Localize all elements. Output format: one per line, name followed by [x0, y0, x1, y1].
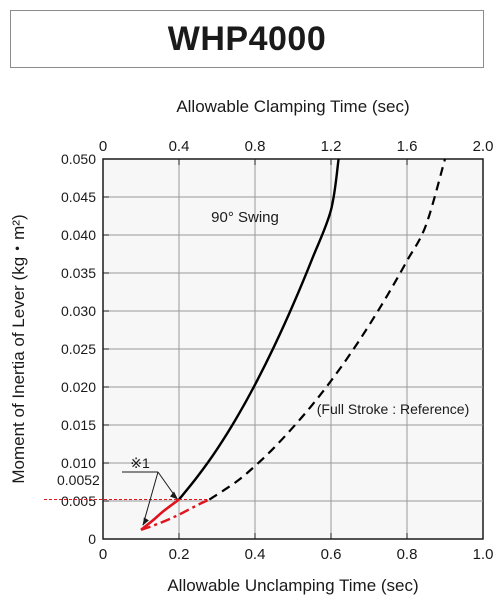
annotations: 90° Swing (Full Stroke : Reference) 0.0052… — [44, 209, 470, 526]
y-axis-title: Moment of Inertia of Lever (kg・m²) — [9, 214, 28, 483]
x2-tick-label: 1.2 — [321, 138, 342, 155]
grid — [103, 159, 483, 539]
marker-value-label: 0.0052 — [57, 472, 100, 488]
x2-axis-title: Allowable Clamping Time (sec) — [176, 97, 409, 116]
y-tick-label: 0.025 — [61, 341, 96, 357]
y-tick-label: 0.005 — [61, 493, 96, 509]
chart-title: WHP4000 — [167, 19, 327, 58]
x-tick-label: 0.4 — [245, 546, 266, 563]
series-line-dashed-black — [208, 158, 447, 501]
y-tick-label: 0.015 — [61, 417, 96, 433]
series-group — [140, 158, 447, 532]
x2-tick-label: 1.6 — [397, 138, 418, 155]
y-tick-label: 0.045 — [61, 189, 96, 205]
y-tick-label: 0.020 — [61, 379, 96, 395]
y-tick-label: 0.035 — [61, 265, 96, 281]
y-tick-label: 0 — [88, 531, 96, 547]
series-line-solid-black — [178, 158, 340, 501]
reference-label: (Full Stroke : Reference) — [317, 401, 470, 417]
swing-label: 90° Swing — [211, 209, 279, 226]
y-tick-label: 0.040 — [61, 227, 96, 243]
note-arrow-2 — [142, 471, 159, 526]
tick-labels: 0 0.2 0.4 0.6 0.8 1.0 0 0.4 0.8 1.2 1.6 2.0 0 0.005 0.… — [61, 138, 493, 563]
series-line-dashdot-red — [140, 498, 210, 532]
note-arrowhead-1 — [170, 491, 178, 500]
y-tick-label: 0.050 — [61, 151, 96, 167]
x2-tick-label: 2.0 — [473, 138, 494, 155]
x2-tick-label: 0.8 — [245, 138, 266, 155]
y-tick-label: 0.030 — [61, 303, 96, 319]
series-line-solid-red — [140, 498, 180, 531]
note-mark-label: ※1 — [130, 455, 150, 471]
x-tick-label: 0.6 — [321, 546, 342, 563]
title-box: WHP4000 — [10, 10, 484, 68]
x2-tick-label: 0 — [99, 138, 107, 155]
x-axis-title: Allowable Unclamping Time (sec) — [167, 576, 418, 595]
x2-tick-label: 0.4 — [169, 138, 190, 155]
x-tick-label: 0.8 — [397, 546, 418, 563]
x-tick-label: 0.2 — [169, 546, 190, 563]
x-tick-label: 1.0 — [473, 546, 494, 563]
y-tick-label: 0.010 — [61, 455, 96, 471]
note-arrowhead-2 — [142, 517, 149, 526]
x-tick-label: 0 — [99, 546, 107, 563]
